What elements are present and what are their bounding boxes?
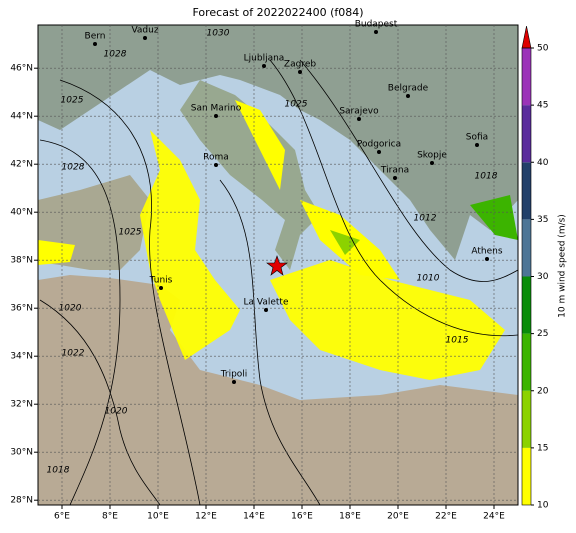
city-label: Athens [471, 247, 502, 257]
map-frame [37, 24, 519, 506]
isobar-label: 1030 [207, 29, 230, 39]
city-dot [357, 117, 361, 121]
x-tick-label: 10°E [147, 512, 169, 522]
colorbar-tick-label: 15 [537, 443, 548, 453]
city-label: Belgrade [388, 84, 429, 94]
city-dot [298, 70, 302, 74]
map-background [38, 25, 518, 505]
city-dot [262, 64, 266, 68]
city-dot [143, 36, 147, 40]
y-tick-label: 38°N [10, 256, 33, 266]
x-tick-label: 18°E [339, 512, 361, 522]
y-tick-label: 44°N [10, 112, 33, 122]
y-tick-label: 40°N [10, 208, 33, 218]
isobar-label: 1020 [59, 304, 82, 314]
colorbar-band [522, 333, 531, 391]
city-label: Budapest [355, 20, 398, 30]
isobar-label: 1022 [62, 349, 85, 359]
colorbar-tick-label: 25 [537, 329, 548, 339]
title: Forecast of 2022022400 (f084) [192, 6, 363, 19]
city-label: Vaduz [131, 26, 158, 36]
colorbar-tick-label: 30 [537, 272, 549, 282]
x-tick-label: 6°E [54, 512, 70, 522]
isobar-label: 1025 [61, 96, 84, 106]
x-tick-label: 16°E [291, 512, 313, 522]
x-tick-label: 12°E [195, 512, 217, 522]
colorbar-tick-label: 10 [537, 501, 549, 511]
city-dot [393, 176, 397, 180]
city-label: Tripoli [220, 370, 248, 380]
city-dot [374, 30, 378, 34]
colorbar-tick-label: 35 [537, 215, 548, 225]
city-dot [214, 114, 218, 118]
x-tick-label: 22°E [435, 512, 457, 522]
city-dot [214, 163, 218, 167]
y-tick-label: 30°N [10, 448, 33, 458]
city-label: Roma [203, 153, 229, 163]
isobar-label: 1018 [47, 466, 70, 476]
city-dot [485, 257, 489, 261]
isobar-label: 1012 [414, 214, 437, 224]
y-tick-label: 34°N [10, 352, 33, 362]
colorbar-label: 10 m wind speed (m/s) [558, 214, 568, 318]
city-label: Skopje [417, 151, 447, 161]
colorbar-band [522, 162, 531, 220]
isobar-label: 1028 [104, 50, 127, 60]
y-tick-label: 46°N [10, 64, 33, 74]
x-tick-label: 8°E [102, 512, 118, 522]
isobar-label: 1025 [119, 228, 142, 238]
city-label: Ljubljana [244, 54, 285, 64]
city-dot [377, 150, 381, 154]
colorbar-band [522, 219, 531, 277]
city-dot [475, 143, 479, 147]
x-tick-label: 20°E [387, 512, 409, 522]
city-label: San Marino [191, 104, 242, 114]
colorbar-tick-label: 50 [537, 44, 549, 54]
city-label: Tirana [380, 166, 409, 176]
city-label: Sarajevo [339, 107, 379, 117]
city-label: La Valette [244, 298, 289, 308]
city-label: Sofia [466, 133, 488, 143]
isobar-label: 1028 [62, 163, 85, 173]
colorbar-band [522, 48, 531, 106]
city-dot [430, 161, 434, 165]
isobar-label: 1018 [475, 172, 498, 182]
isobar-label: 1015 [446, 336, 469, 346]
x-tick-label: 14°E [243, 512, 265, 522]
y-tick-label: 28°N [10, 496, 33, 506]
colorbar-band [522, 390, 531, 448]
colorbar-tick-label: 45 [537, 101, 548, 111]
y-tick-label: 36°N [10, 304, 33, 314]
colorbar-band [522, 276, 531, 334]
colorbar-tick-label: 20 [537, 386, 549, 396]
colorbar-extension [521, 25, 532, 49]
y-tick-label: 42°N [10, 160, 33, 170]
x-tick-label: 24°E [483, 512, 505, 522]
city-dot [406, 94, 410, 98]
city-label: Bern [85, 32, 106, 42]
city-dot [159, 286, 163, 290]
colorbar-tick-label: 40 [537, 158, 549, 168]
city-label: Zagreb [284, 60, 316, 70]
city-dot [264, 308, 268, 312]
city-label: Tunis [149, 276, 173, 286]
y-tick-label: 32°N [10, 400, 33, 410]
colorbar-band [522, 105, 531, 163]
isobar-label: 1025 [285, 100, 308, 110]
city-dot [232, 380, 236, 384]
isobar-label: 1020 [105, 407, 128, 417]
colorbar-band [522, 447, 531, 505]
isobar-label: 1010 [417, 274, 440, 284]
city-label: Podgorica [357, 140, 401, 150]
star-marker [266, 255, 288, 276]
city-dot [93, 42, 97, 46]
